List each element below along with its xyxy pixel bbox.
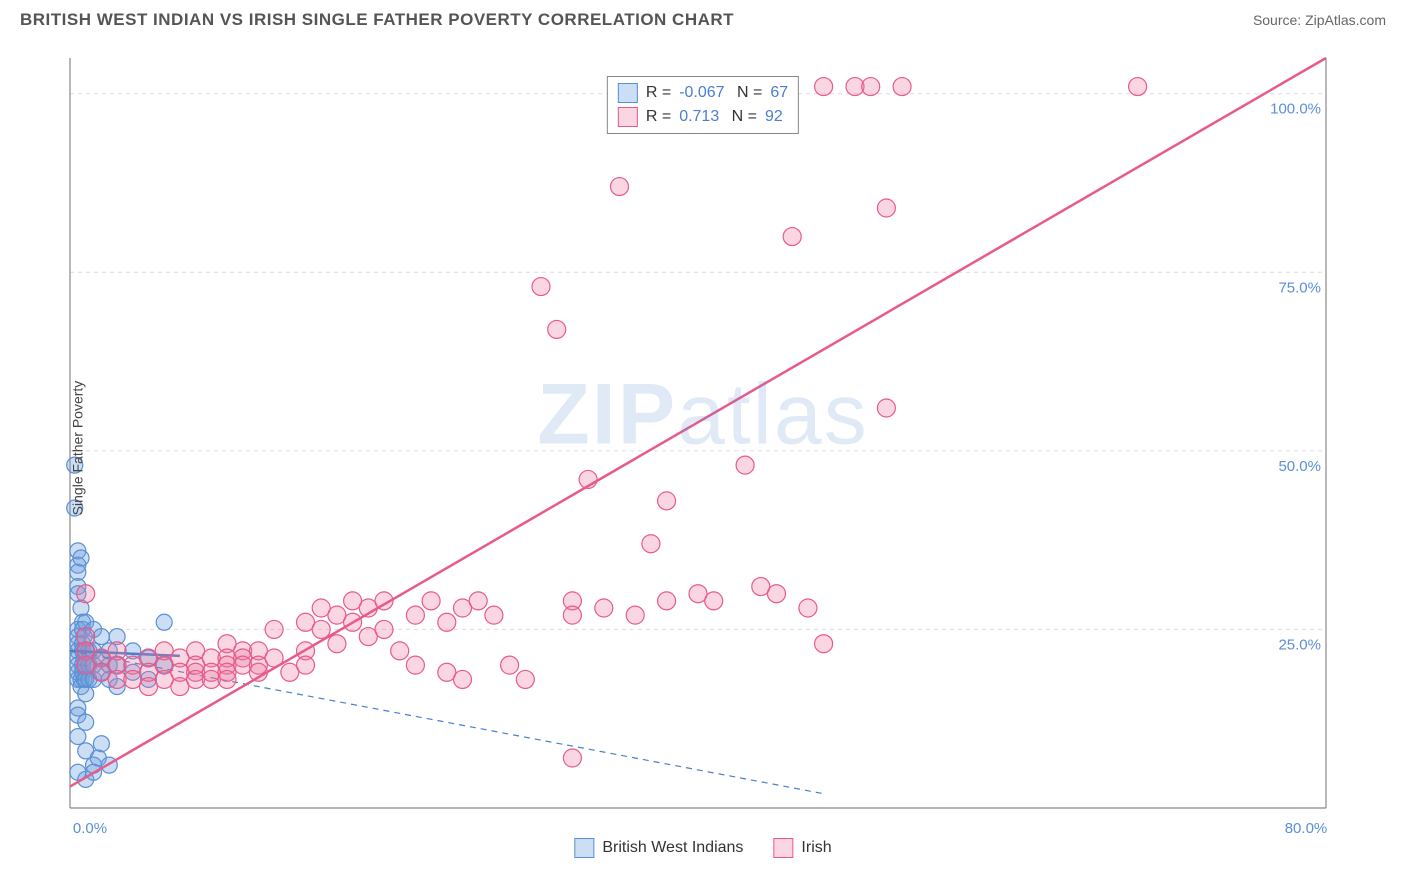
svg-text:75.0%: 75.0% (1278, 279, 1321, 296)
legend-item-irish: Irish (773, 838, 831, 858)
swatch-blue-icon (574, 838, 594, 858)
svg-text:0.0%: 0.0% (73, 820, 107, 837)
legend-item-bwi: British West Indians (574, 838, 743, 858)
chart-title: BRITISH WEST INDIAN VS IRISH SINGLE FATH… (20, 10, 734, 30)
chart-header: BRITISH WEST INDIAN VS IRISH SINGLE FATH… (20, 10, 1386, 38)
svg-text:25.0%: 25.0% (1278, 636, 1321, 653)
chart-container: Single Father Poverty ZIPatlas 25.0%50.0… (20, 38, 1386, 858)
swatch-blue-icon (618, 83, 638, 103)
y-axis-label: Single Father Poverty (69, 381, 85, 516)
stats-legend: R = -0.067 N = 67 R = 0.713 N = 92 (607, 76, 799, 134)
legend-label-bwi: British West Indians (602, 839, 743, 857)
stats-row-irish: R = 0.713 N = 92 (618, 105, 788, 129)
n-value-bwi: 67 (770, 81, 788, 105)
scatter-plot: 25.0% 50.0% 75.0% 100.0% 0.0% 80.0% (20, 38, 1386, 858)
swatch-pink-icon (773, 838, 793, 858)
stats-row-bwi: R = -0.067 N = 67 (618, 81, 788, 105)
n-value-irish: 92 (765, 105, 783, 129)
r-value-irish: 0.713 (679, 105, 719, 129)
legend-label-irish: Irish (801, 839, 831, 857)
series-legend: British West Indians Irish (574, 838, 831, 858)
r-value-bwi: -0.067 (679, 81, 724, 105)
svg-text:100.0%: 100.0% (1270, 101, 1321, 118)
svg-text:50.0%: 50.0% (1278, 458, 1321, 475)
swatch-pink-icon (618, 107, 638, 127)
svg-text:80.0%: 80.0% (1285, 820, 1328, 837)
source-attribution: Source: ZipAtlas.com (1253, 12, 1386, 28)
